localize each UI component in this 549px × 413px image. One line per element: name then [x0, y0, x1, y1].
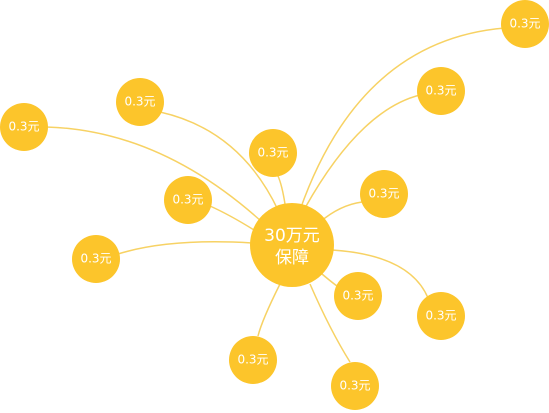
node-label: 0.3元: [80, 252, 111, 266]
node-circle: [331, 362, 379, 410]
link: [277, 175, 286, 205]
node-label: 0.3元: [339, 379, 370, 393]
center-line: 30万元: [264, 226, 320, 246]
link: [299, 27, 506, 211]
link: [117, 241, 253, 255]
link: [331, 249, 429, 299]
node-circle: [0, 103, 48, 151]
node-circle: [229, 336, 277, 384]
node-label: 0.3元: [425, 309, 456, 323]
node-circle: [249, 129, 297, 177]
node-label: 0.3元: [8, 120, 39, 134]
link: [309, 283, 351, 363]
link: [45, 126, 263, 223]
node-label: 0.3元: [368, 187, 399, 201]
link: [209, 205, 255, 231]
node-circle: [501, 0, 549, 48]
link: [319, 201, 363, 223]
node-circle: [72, 235, 120, 283]
node-circle: [334, 272, 382, 320]
node-circle: [417, 67, 465, 115]
node-circle: [417, 292, 465, 340]
node-circle: [360, 170, 408, 218]
center-circle: [250, 203, 334, 287]
node-label: 0.3元: [509, 17, 540, 31]
node-label: 0.3元: [425, 84, 456, 98]
link: [304, 94, 421, 209]
node-label: 0.3元: [257, 146, 288, 160]
center-node: 30万元 保障: [250, 203, 334, 287]
center-line: 保障: [275, 248, 309, 268]
node-label: 0.3元: [172, 193, 203, 207]
link: [159, 111, 279, 211]
node-label: 0.3元: [237, 353, 268, 367]
link: [257, 283, 281, 337]
node-circle: [164, 176, 212, 224]
node-label: 0.3元: [342, 289, 373, 303]
node-circle: [116, 78, 164, 126]
node-label: 0.3元: [124, 95, 155, 109]
